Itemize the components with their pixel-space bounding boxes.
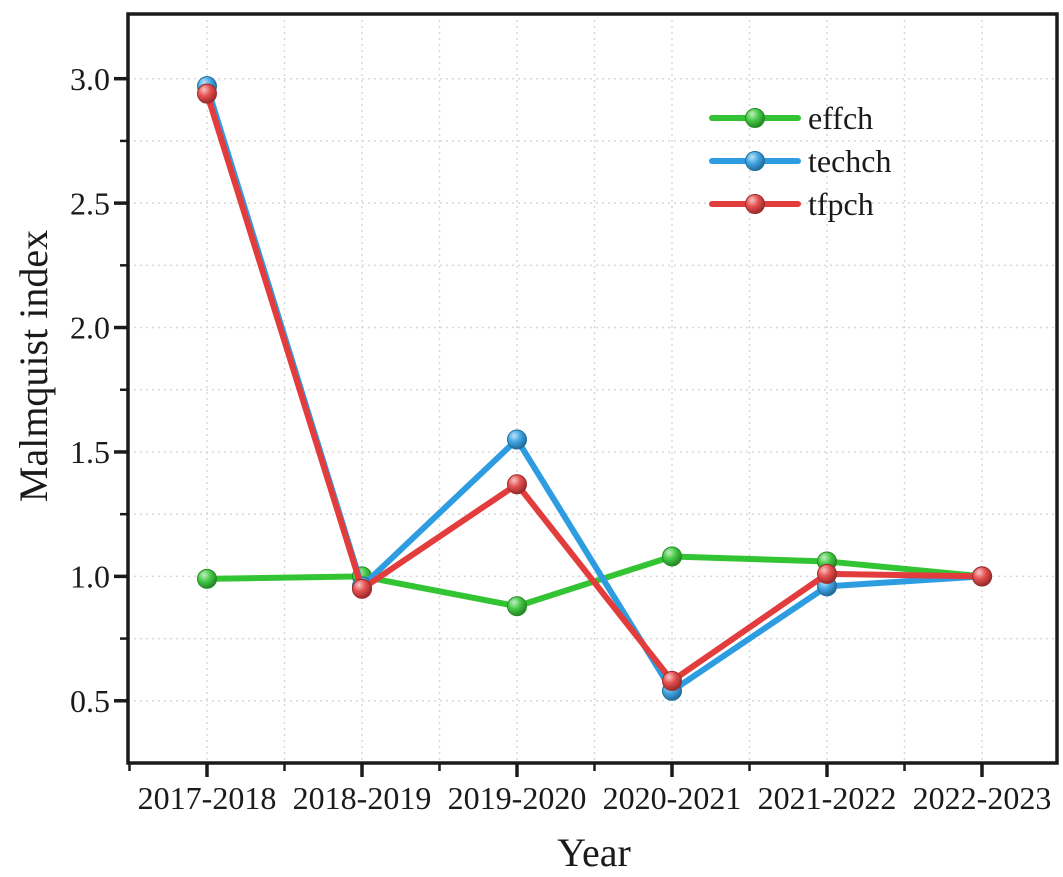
legend-item-effch: effch — [709, 100, 873, 136]
x-tick-label: 2018-2019 — [293, 780, 432, 816]
y-tick-label: 0.5 — [70, 683, 110, 719]
y-tick-label: 3.0 — [70, 61, 110, 97]
marker-effch-2020-2021 — [662, 546, 682, 567]
plot-border — [126, 12, 1059, 765]
legend-marker-tfpch — [745, 194, 765, 214]
marker-techch-2019-2020 — [507, 429, 527, 450]
y-axis-title: Malmquist index — [11, 230, 56, 502]
x-tick-label: 2019-2020 — [448, 780, 587, 816]
tick-labels: 0.5 1.0 1.5 2.0 2.5 3.0 2017-2018 2018-2019 2019… — [70, 61, 1051, 816]
marker-tfpch-2019-2020 — [507, 474, 527, 495]
y-tick-label: 1.5 — [70, 434, 110, 470]
marker-tfpch-2022-2023 — [972, 566, 992, 587]
axis-ticks — [114, 76, 984, 777]
x-tick-label: 2021-2022 — [758, 780, 897, 816]
plot-frame — [126, 12, 1059, 765]
series-layer — [197, 76, 992, 701]
x-tick-label: 2022-2023 — [913, 780, 1052, 816]
series-line-tfpch — [204, 90, 985, 684]
legend: effch techch tfpch — [709, 100, 892, 222]
x-axis-title: Year — [557, 830, 631, 875]
x-tick-label: 2020-2021 — [603, 780, 742, 816]
y-tick-label: 2.5 — [70, 185, 110, 221]
legend-label-tfpch: tfpch — [808, 186, 874, 222]
legend-label-techch: techch — [808, 143, 892, 179]
legend-item-tfpch: tfpch — [709, 186, 874, 222]
legend-item-techch: techch — [709, 143, 892, 179]
x-tick-label: 2017-2018 — [138, 780, 277, 816]
legend-marker-effch — [745, 108, 765, 128]
marker-tfpch-2020-2021 — [662, 670, 682, 691]
gridlines — [128, 14, 1057, 763]
marker-tfpch-2018-2019 — [352, 578, 372, 599]
marker-tfpch-2021-2022 — [817, 563, 837, 584]
marker-effch-2017-2018 — [197, 568, 217, 589]
y-tick-label: 1.0 — [70, 559, 110, 595]
marker-effch-2019-2020 — [507, 596, 527, 617]
legend-label-effch: effch — [808, 100, 873, 136]
legend-marker-techch — [745, 151, 765, 171]
y-tick-label: 2.0 — [70, 310, 110, 346]
marker-tfpch-2017-2018 — [197, 83, 217, 104]
